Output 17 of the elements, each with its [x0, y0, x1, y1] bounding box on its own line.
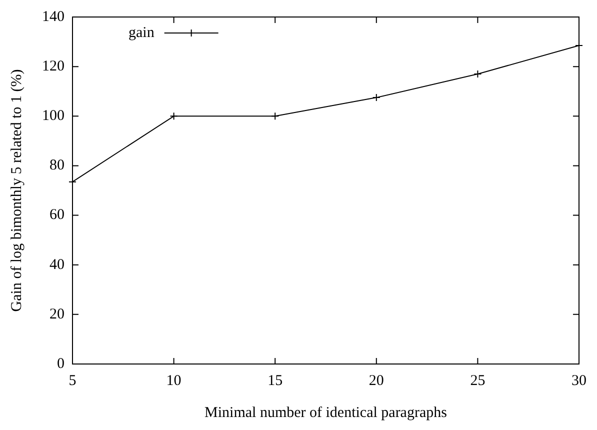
x-tick-label: 15: [268, 372, 283, 389]
y-tick-label: 100: [42, 108, 64, 124]
x-axis-title: Minimal number of identical paragraphs: [204, 404, 448, 421]
y-tick-label: 120: [42, 58, 64, 75]
x-tick-label: 30: [572, 372, 586, 389]
x-tick-label: 10: [166, 372, 182, 389]
y-tick-label: 140: [42, 8, 64, 25]
x-tick-label: 20: [368, 372, 384, 389]
legend-label: gain: [128, 24, 155, 41]
y-tick-label: 80: [50, 158, 64, 174]
y-axis-title: Gain of log bimonthly 5 related to 1 (%): [8, 69, 25, 312]
y-tick-label: 20: [50, 306, 64, 322]
y-tick-label: 40: [50, 256, 64, 273]
x-tick-label: 5: [68, 372, 76, 389]
y-tick-label: 0: [57, 356, 64, 372]
y-tick-label: 60: [50, 207, 64, 224]
x-tick-label: 25: [470, 372, 486, 389]
